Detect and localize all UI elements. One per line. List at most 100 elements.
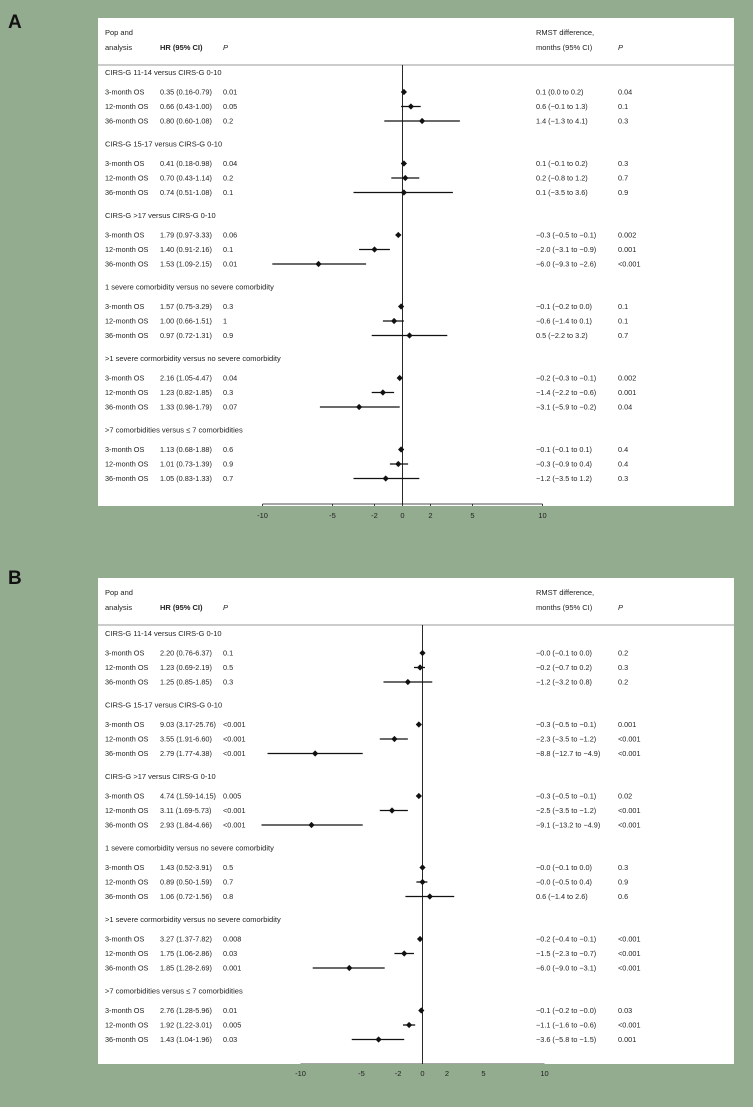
estimate-marker: [404, 678, 411, 686]
row-p: 0.2: [223, 174, 233, 183]
row-label: 36-month OS: [105, 964, 149, 973]
estimate-marker: [398, 303, 405, 310]
row-hr: 0.66 (0.43-1.00): [160, 102, 212, 111]
row-label: 36-month OS: [105, 403, 149, 412]
row-label: 3-month OS: [105, 445, 144, 454]
row-hr: 1.23 (0.69-2.19): [160, 663, 212, 672]
row-p2: 0.6: [618, 892, 628, 901]
x-tick-label: 10: [538, 511, 546, 520]
row-label: 12-month OS: [105, 245, 149, 254]
row-hr: 0.89 (0.50-1.59): [160, 878, 212, 887]
row-p: <0.001: [223, 720, 246, 729]
row-p: 0.008: [223, 935, 241, 944]
x-tick-label: 5: [481, 1069, 485, 1078]
row-label: 36-month OS: [105, 474, 149, 483]
row-rmst: −2.3 (−3.5 to −1.2): [536, 735, 596, 744]
estimate-marker: [401, 950, 408, 957]
forest-plot-b: Pop and analysis HR (95% CI) P RMST differen…: [98, 578, 734, 1078]
estimate-marker: [400, 189, 407, 196]
row-rmst: −0.2 (−0.4 to −0.1): [536, 935, 596, 944]
x-tick-label: -2: [395, 1069, 402, 1078]
estimate-marker: [398, 446, 405, 453]
row-rmst: 0.2 (−0.8 to 1.2): [536, 174, 588, 183]
row-rmst: 1.4 (−1.3 to 4.1): [536, 117, 588, 126]
row-p: 0.6: [223, 445, 233, 454]
group-title: >1 severe cormorbidity versus no severe …: [105, 354, 281, 363]
row-hr: 1.57 (0.75-3.29): [160, 302, 212, 311]
row-p: 0.04: [223, 374, 237, 383]
row-rmst: 0.6 (−0.1 to 1.3): [536, 102, 588, 111]
row-p2: 0.9: [618, 188, 628, 197]
row-p: 0.05: [223, 102, 237, 111]
row-label: 3-month OS: [105, 792, 144, 801]
row-p2: 0.2: [618, 649, 628, 658]
row-p: 0.8: [223, 892, 233, 901]
row-p: 0.7: [223, 474, 233, 483]
row-p2: 0.002: [618, 374, 636, 383]
row-p: 0.03: [223, 1035, 237, 1044]
x-tick-label: -10: [295, 1069, 306, 1078]
x-tick-label: 2: [445, 1069, 449, 1078]
row-p: 0.001: [223, 964, 241, 973]
row-p2: 0.002: [618, 231, 636, 240]
row-rmst: −1.1 (−1.6 to −0.6): [536, 1021, 596, 1030]
row-label: 36-month OS: [105, 821, 149, 830]
row-rmst: −0.3 (−0.5 to −0.1): [536, 720, 596, 729]
row-p: 0.7: [223, 878, 233, 887]
group-title: CIRS-G 11-14 versus CIRS-G 0-10: [105, 629, 222, 638]
row-p2: 0.3: [618, 117, 628, 126]
row-p: <0.001: [223, 735, 246, 744]
row-p: 0.005: [223, 1021, 241, 1030]
row-rmst: −9.1 (−13.2 to −4.9): [536, 821, 600, 830]
row-label: 3-month OS: [105, 935, 144, 944]
row-p: 0.07: [223, 403, 237, 412]
x-tick-label: -2: [371, 511, 378, 520]
row-rmst: 0.1 (−3.5 to 3.6): [536, 188, 588, 197]
row-p2: 0.3: [618, 663, 628, 672]
row-p: <0.001: [223, 806, 246, 815]
estimate-marker: [391, 735, 398, 743]
x-tick-label: -5: [358, 1069, 365, 1078]
row-label: 3-month OS: [105, 374, 144, 383]
row-rmst: −2.0 (−3.1 to −0.9): [536, 245, 596, 254]
estimate-marker: [346, 964, 353, 972]
row-hr: 4.74 (1.59-14.15): [160, 792, 216, 801]
row-p2: 0.4: [618, 460, 628, 469]
estimate-marker: [419, 864, 426, 871]
row-rmst: −1.2 (−3.5 to 1.2): [536, 474, 592, 483]
row-hr: 1.00 (0.66-1.51): [160, 317, 212, 326]
row-hr: 1.43 (0.52-3.91): [160, 863, 212, 872]
row-rmst: −0.3 (−0.9 to 0.4): [536, 460, 592, 469]
row-label: 12-month OS: [105, 949, 149, 958]
forest-plot-a-canvas: Pop and analysis HR (95% CI) P RMST differen…: [98, 28, 734, 506]
row-p2: 0.9: [618, 878, 628, 887]
row-p2: 0.7: [618, 331, 628, 340]
row-p: 0.9: [223, 331, 233, 340]
row-hr: 2.79 (1.77-4.38): [160, 749, 212, 758]
row-hr: 0.97 (0.72-1.31): [160, 331, 212, 340]
estimate-marker: [382, 475, 389, 482]
header-p2: P: [618, 603, 623, 612]
row-hr: 1.01 (0.73-1.39): [160, 460, 212, 469]
header-analysis: analysis: [105, 603, 132, 612]
row-p: 0.3: [223, 388, 233, 397]
header-p: P: [223, 43, 228, 52]
header-p: P: [223, 603, 228, 612]
x-tick-label: 2: [428, 511, 432, 520]
row-p2: <0.001: [618, 749, 641, 758]
group-title: 1 severe comorbidity versus no severe co…: [105, 283, 274, 292]
group-title: >1 severe cormorbidity versus no severe …: [105, 915, 281, 924]
row-label: 36-month OS: [105, 892, 149, 901]
row-p2: 0.1: [618, 317, 628, 326]
row-label: 12-month OS: [105, 460, 149, 469]
row-p2: 0.03: [618, 1006, 632, 1015]
estimate-marker: [395, 460, 402, 468]
panel-letter-b: B: [8, 568, 22, 589]
row-rmst: −8.8 (−12.7 to −4.9): [536, 749, 600, 758]
estimate-marker: [388, 807, 396, 814]
row-rmst: −0.0 (−0.1 to 0.0): [536, 649, 592, 658]
row-p: 0.06: [223, 231, 237, 240]
x-tick-label: -5: [329, 511, 336, 520]
row-p: 0.01: [223, 88, 237, 97]
row-p: 0.01: [223, 1006, 237, 1015]
